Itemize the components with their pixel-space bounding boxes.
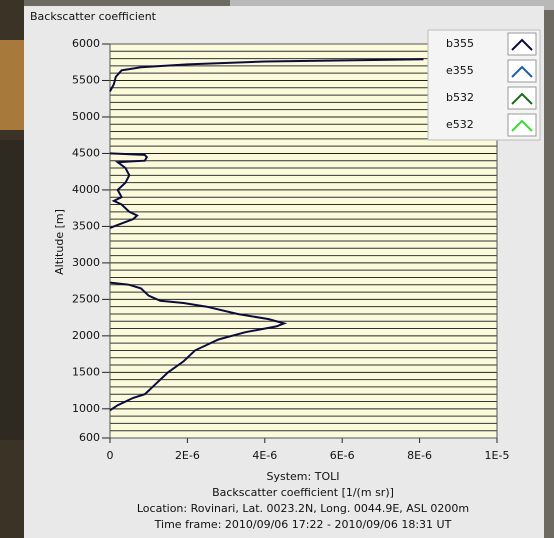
screenshot: Backscatter coefficient Altitude [m] Sys… <box>0 0 554 538</box>
y-tick-label: 4500 <box>72 146 100 159</box>
legend-label: e532 <box>446 118 474 131</box>
side-panel-image <box>0 40 24 130</box>
legend-label: e355 <box>446 64 474 77</box>
x-axis-label: System: TOLI <box>267 470 340 483</box>
legend-label: b355 <box>446 37 474 50</box>
y-tick-label: 2500 <box>72 292 100 305</box>
y-tick-label: 3500 <box>72 219 100 232</box>
legend-swatch-box <box>508 114 536 136</box>
annotation: Location: Rovinari, Lat. 0023.2N, Long. … <box>137 502 469 515</box>
legend-swatch-box <box>508 60 536 82</box>
legend-swatch-box <box>508 87 536 109</box>
y-tick-label: 5500 <box>72 73 100 86</box>
y-tick-label: 5000 <box>72 110 100 123</box>
legend-swatch-box <box>508 33 536 55</box>
x-tick-label: 2E-6 <box>175 449 200 462</box>
annotation: Backscatter coefficient [1/(m sr)] <box>212 486 394 499</box>
y-tick-label: 600 <box>79 431 100 444</box>
side-panel-image <box>0 140 24 440</box>
chart-title: Backscatter coefficient <box>30 10 157 23</box>
annotation: Time frame: 2010/09/06 17:22 - 2010/09/0… <box>154 518 452 531</box>
y-tick-label: 6000 <box>72 37 100 50</box>
x-tick-label: 8E-6 <box>407 449 432 462</box>
y-tick-label: 3000 <box>72 256 100 269</box>
y-axis-label: Altitude [m] <box>53 209 66 275</box>
y-tick-label: 1000 <box>72 402 100 415</box>
x-tick-label: 0 <box>107 449 114 462</box>
y-tick-label: 2000 <box>72 329 100 342</box>
x-tick-label: 1E-5 <box>485 449 510 462</box>
y-tick-label: 1500 <box>72 365 100 378</box>
y-tick-label: 4000 <box>72 183 100 196</box>
x-tick-label: 6E-6 <box>330 449 355 462</box>
legend-label: b532 <box>446 91 474 104</box>
x-tick-label: 4E-6 <box>252 449 277 462</box>
